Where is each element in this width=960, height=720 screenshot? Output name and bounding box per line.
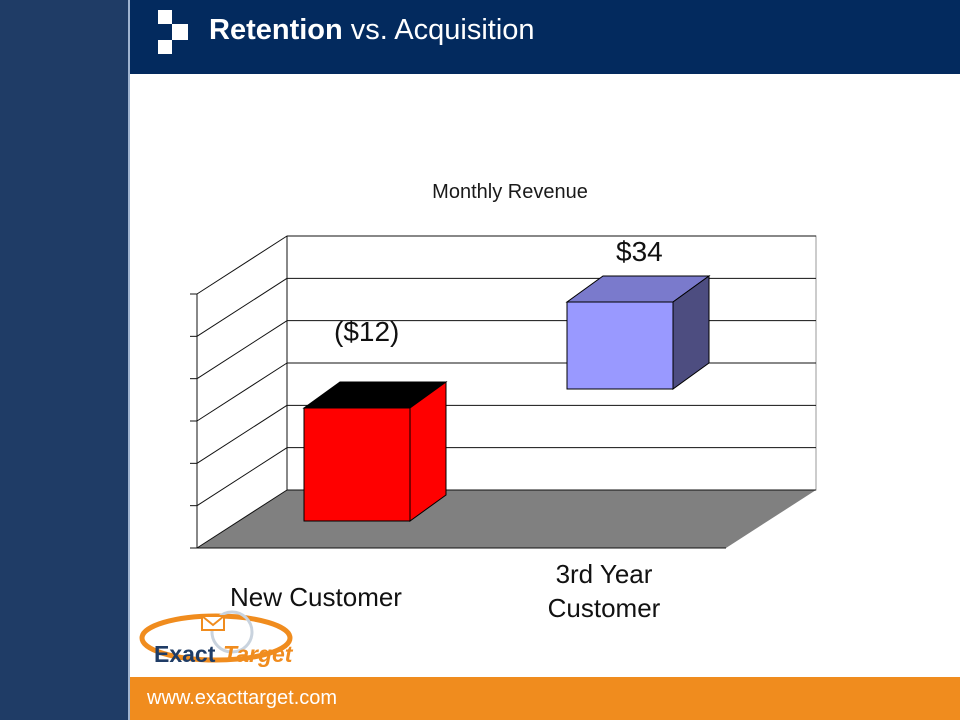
gridline-side [196,320,288,380]
footer-url[interactable]: www.exacttarget.com [147,687,338,709]
gridline-side [196,489,288,549]
bar [566,301,674,390]
category-label-line: New Customer [230,582,402,612]
chart-title: Monthly Revenue [432,181,588,203]
chart-plot-area [190,235,817,549]
gridline-side [196,404,288,464]
slide-header: Retention vs. Acquisition [130,0,960,74]
left-sidebar-band [0,0,128,720]
slide-title: Retention vs. Acquisition [209,14,535,47]
sidebar-edge-divider [128,0,130,720]
bar [303,407,411,522]
category-label-new-customer: New Customer [196,580,436,614]
slide-title-rest: vs. Acquisition [342,14,535,46]
logo-text-exact: Exact [154,641,216,667]
category-label-line: Customer [547,593,661,623]
gridline-side [196,447,288,507]
logo-text-target: Target [223,641,294,667]
gridline-side [196,277,288,337]
gridline-side [196,362,288,422]
data-label-third-year: $34 [616,236,663,267]
category-label-line: 3rd Year [555,559,653,589]
logo-ring [210,610,254,654]
data-label-new-customer: ($12) [334,316,400,347]
gridline-side [196,235,288,295]
slide-title-bold: Retention [209,14,343,46]
footer-bar: www.exacttarget.com [130,677,960,720]
category-label-third-year: 3rd Year Customer [484,557,724,625]
envelope-icon [201,615,225,631]
chart-floor [197,490,816,548]
blocks-logo-icon [158,10,188,54]
exacttarget-logo: Exact Target [139,610,294,667]
